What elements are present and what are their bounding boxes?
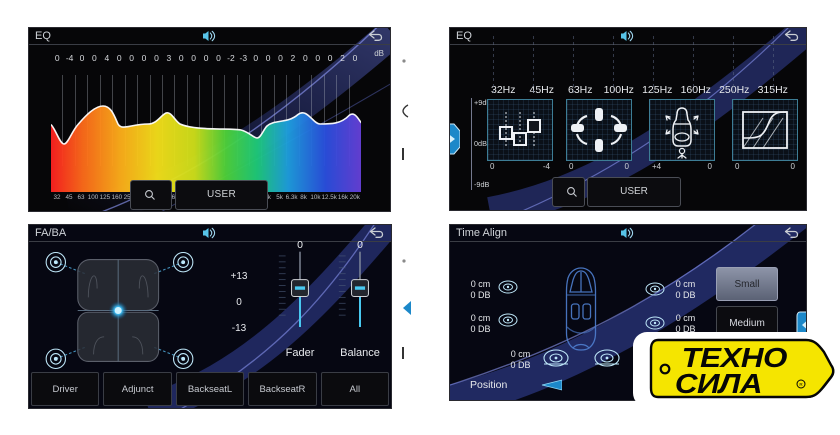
svg-text:СИЛА: СИЛА <box>675 369 762 400</box>
